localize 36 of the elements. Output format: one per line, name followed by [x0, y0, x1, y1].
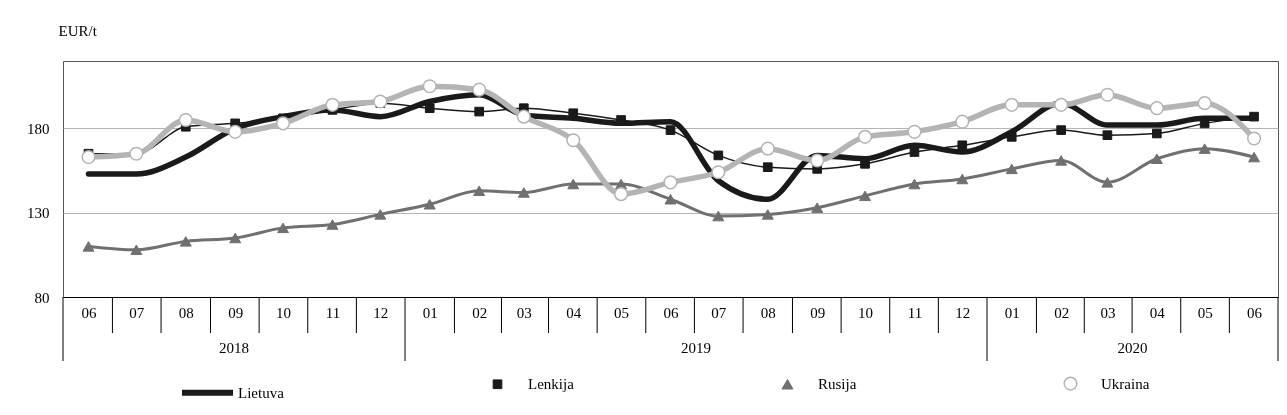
x-tick-label: 02 — [1054, 304, 1070, 321]
x-tick-label: 06 — [663, 304, 679, 321]
x-tick-label: 10 — [858, 304, 874, 321]
y-tick-label: 80 — [34, 289, 50, 306]
x-tick-label: 11 — [907, 304, 923, 321]
x-tick-label: 05 — [614, 304, 630, 321]
legend-label: Rusija — [818, 376, 857, 393]
legend-label: Ukraina — [1101, 375, 1150, 392]
y-tick-label: 180 — [27, 120, 50, 137]
x-tick-label: 10 — [276, 304, 292, 321]
x-tick-label: 03 — [516, 304, 532, 321]
x-tick-label: 06 — [1247, 304, 1263, 321]
x-tick-label: 03 — [1100, 304, 1116, 321]
x-tick-label: 08 — [178, 304, 194, 321]
x-tick-label: 08 — [760, 304, 776, 321]
x-tick-label: 01 — [422, 304, 438, 321]
y-tick-label: 130 — [27, 205, 50, 222]
x-tick-label: 05 — [1197, 304, 1213, 321]
x-tick-label: 04 — [1149, 304, 1166, 321]
legend-label: Lenkija — [528, 376, 575, 393]
x-tick-label: 04 — [566, 304, 582, 321]
x-tick-label: 09 — [228, 304, 244, 321]
x-tick-label: 09 — [810, 304, 826, 321]
x-tick-label: 07 — [711, 304, 727, 321]
x-tick-label: 01 — [1004, 304, 1020, 321]
x-tick-label: 12 — [373, 304, 389, 321]
text: 2019 — [681, 340, 712, 356]
x-tick-label: 06 — [81, 304, 98, 321]
text: 2020 — [1117, 340, 1148, 356]
legend-label: Lietuva — [238, 384, 285, 401]
x-tick-label: 11 — [325, 304, 341, 321]
x-tick-label: 12 — [955, 304, 971, 321]
x-tick-label: 02 — [472, 304, 488, 321]
text: 2018 — [219, 340, 250, 356]
x-tick-label: 07 — [129, 304, 145, 321]
y-axis-title: EUR/t — [58, 22, 98, 39]
